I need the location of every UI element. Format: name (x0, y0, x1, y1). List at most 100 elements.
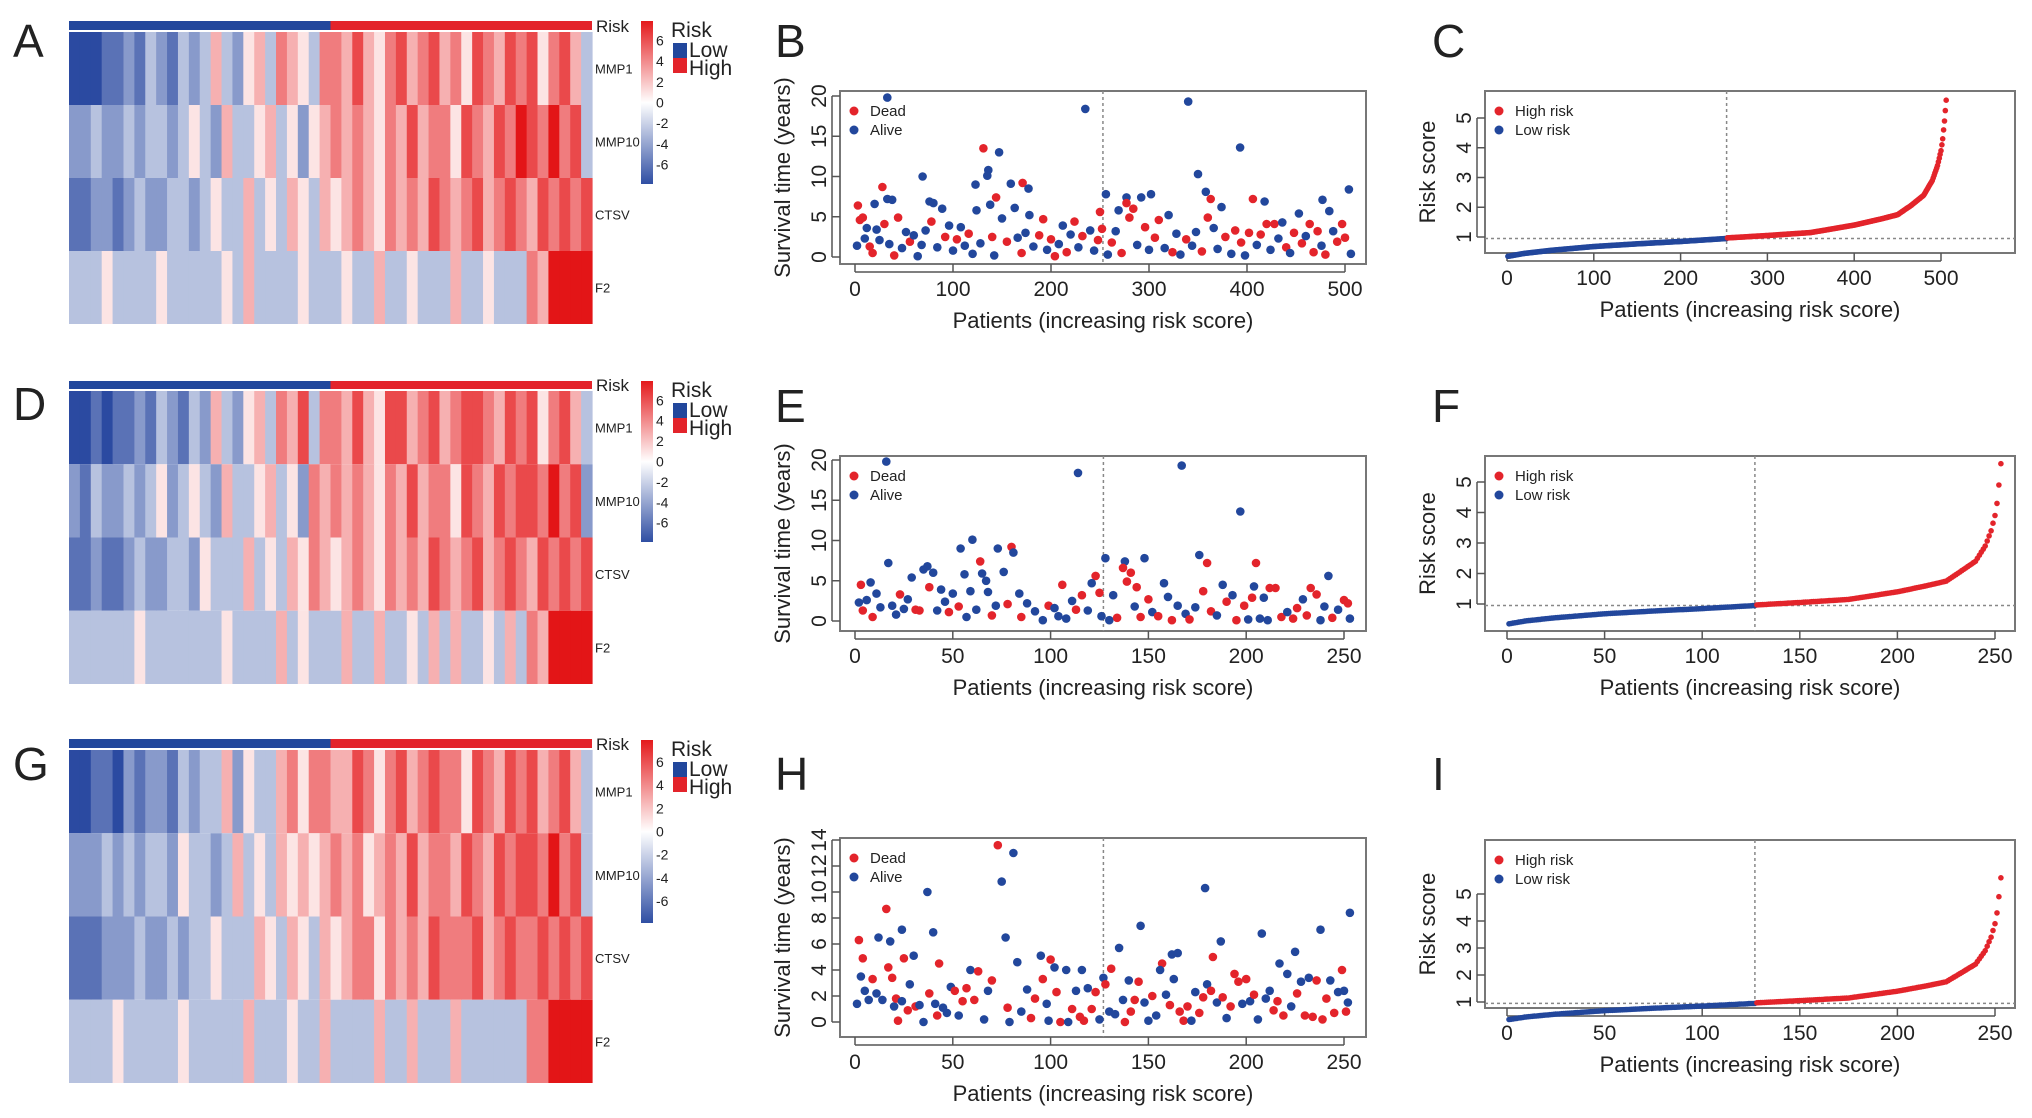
point-alive (1253, 1015, 1263, 1024)
point-alive (928, 568, 938, 577)
heatmap-cell-mmp1 (308, 750, 321, 834)
heatmap-cell-f2 (559, 610, 571, 684)
heatmap-cell-mmp1 (199, 391, 212, 465)
point-dead (991, 193, 1001, 202)
point-dead (1185, 615, 1194, 624)
x-axis-title: Patients (increasing risk score) (953, 1081, 1254, 1106)
heatmap-cell-mmp1 (69, 391, 81, 465)
heatmap-cell-mmp10 (341, 464, 353, 538)
x-tick-label: 200 (1033, 278, 1068, 301)
gene-label: F2 (595, 1034, 610, 1049)
heatmap-cell-mmp1 (134, 391, 146, 465)
heatmap-cell-mmp10 (167, 833, 179, 917)
heatmap-cell-mmp1 (417, 32, 430, 105)
heatmap-cell-ctsv (167, 916, 179, 1000)
heatmap-cell-f2 (265, 251, 277, 324)
legend-marker (849, 490, 859, 500)
heatmap-cell-f2 (450, 999, 462, 1083)
point-alive (1061, 965, 1071, 975)
point-high-risk (1990, 520, 1996, 526)
heatmap-cell-mmp10 (548, 833, 560, 917)
heatmap-cell-mmp10 (417, 464, 430, 538)
heatmap-cell-mmp1 (330, 391, 342, 465)
point-alive (1163, 592, 1173, 602)
heatmap-cell-f2 (570, 251, 582, 324)
heatmap-cell-f2 (123, 610, 135, 684)
heatmap-cell-ctsv (188, 916, 201, 1000)
heatmap-cell-ctsv (526, 537, 539, 611)
heatmap-cell-ctsv (156, 537, 168, 611)
point-alive (1217, 202, 1226, 212)
legend-label-low: Low (689, 399, 728, 422)
point-dead (975, 557, 985, 566)
heatmap-cell-mmp1 (254, 391, 266, 465)
point-alive (1172, 229, 1181, 238)
point-dead (1318, 1015, 1327, 1024)
point-alive (1218, 580, 1227, 590)
point-alive (929, 198, 938, 208)
heatmap-cell-f2 (374, 999, 386, 1083)
heatmap-cell-f2 (167, 610, 179, 684)
heatmap-cell-ctsv (308, 916, 321, 1000)
heatmap-cell-f2 (330, 999, 342, 1083)
point-alive (1118, 995, 1128, 1005)
heatmap-cell-mmp1 (319, 750, 332, 834)
heatmap-cell-f2 (417, 251, 430, 324)
heatmap-cell-mmp1 (526, 391, 539, 465)
heatmap-cell-f2 (352, 999, 364, 1083)
point-alive (1073, 468, 1083, 478)
heatmap-cell-mmp10 (461, 464, 473, 538)
heatmap-cell-f2 (526, 610, 539, 684)
heatmap-cell-f2 (297, 999, 310, 1083)
heatmap-cell-f2 (472, 610, 484, 684)
point-high-risk (1994, 500, 2000, 507)
x-tick-label: 0 (849, 645, 861, 668)
gene-label: MMP1 (595, 785, 633, 800)
legend-label: High risk (1515, 852, 1574, 869)
x-axis-title: Patients (increasing risk score) (953, 308, 1254, 333)
point-alive (905, 980, 915, 989)
heatmap-cell-ctsv (232, 916, 244, 1000)
heatmap-cell-f2 (461, 999, 473, 1083)
point-alive (919, 1017, 928, 1027)
point-dead (964, 229, 973, 238)
heatmap-cell-f2 (384, 251, 397, 324)
heatmap-cell-ctsv (188, 537, 201, 611)
point-dead (1087, 1004, 1096, 1014)
heatmap-cell-mmp10 (156, 105, 168, 178)
heatmap-cell-mmp1 (472, 32, 484, 105)
point-alive (1146, 189, 1156, 199)
heatmap-cell-mmp1 (515, 32, 528, 105)
heatmap-cell-ctsv (308, 178, 321, 251)
heatmap-cell-mmp1 (559, 391, 571, 465)
heatmap-cell-mmp10 (276, 833, 288, 917)
heatmap-cell-mmp1 (112, 32, 125, 105)
heatmap-cell-mmp1 (439, 32, 451, 105)
heatmap-cell-mmp10 (188, 833, 201, 917)
heatmap-cell-mmp10 (286, 464, 299, 538)
y-tick-label: 12 (808, 854, 831, 877)
point-dead (1038, 214, 1048, 224)
point-alive (1066, 230, 1075, 239)
point-alive (1259, 593, 1269, 602)
panel-g: G RiskMMP1MMP10CTSVF26420-2-4-6RiskLowHig… (13, 735, 732, 1083)
heatmap-cell-mmp1 (395, 750, 408, 834)
point-alive (1200, 883, 1210, 893)
point-alive (962, 612, 971, 622)
point-alive (983, 171, 992, 180)
heatmap-cell-mmp10 (167, 105, 179, 178)
x-tick-label: 100 (1033, 1051, 1068, 1074)
point-dead (1070, 217, 1079, 226)
y-tick-label: 10 (808, 165, 831, 188)
heatmap-cell-mmp1 (297, 750, 310, 834)
point-high-risk (1986, 533, 1992, 539)
point-alive (983, 587, 993, 597)
heatmap-cell-mmp10 (221, 464, 234, 538)
y-tick-label: 5 (1453, 476, 1476, 488)
heatmap-cell-f2 (297, 610, 310, 684)
point-alive (937, 204, 947, 213)
point-high-risk (1996, 893, 2002, 900)
heatmap-cell-mmp1 (559, 32, 571, 105)
heatmap-cell-f2 (428, 251, 441, 324)
point-alive (882, 457, 891, 466)
